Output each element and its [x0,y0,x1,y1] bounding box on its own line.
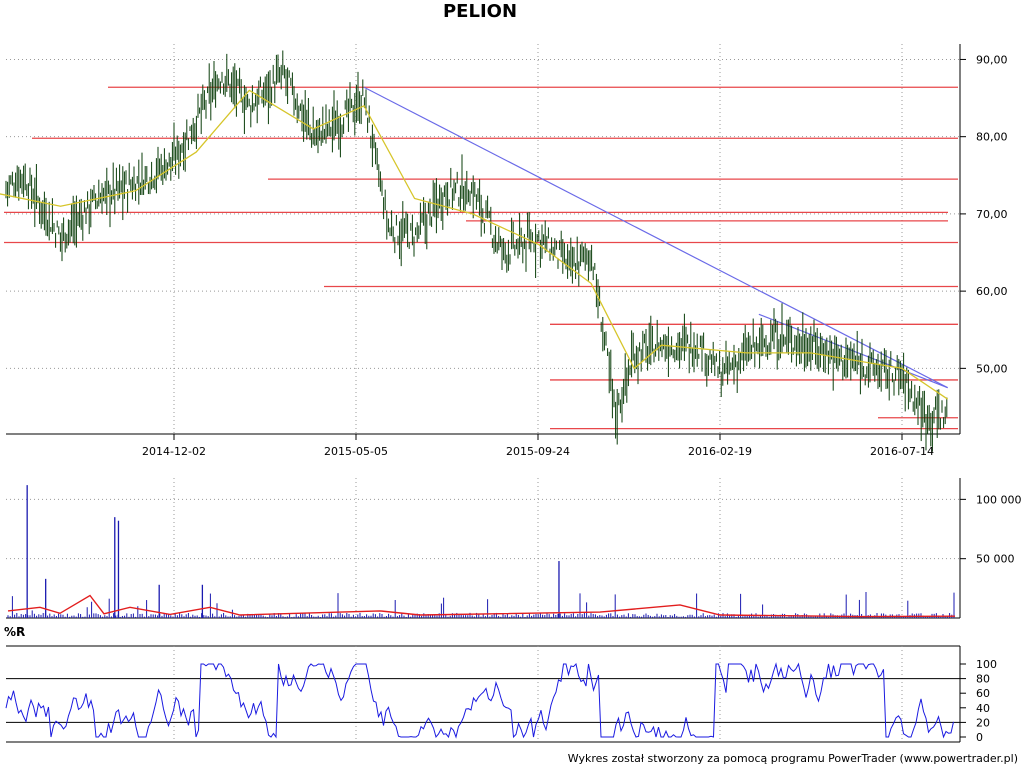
price-axis-ticks: 90,00 80,00 70,00 60,00 50,00 [960,53,1008,375]
indicator-grid [6,646,960,742]
price-tick-label: 90,00 [976,53,1008,66]
date-tick-label: 2016-07-14 [870,445,934,458]
price-grid [6,44,960,434]
williams-r-polyline [5,662,954,739]
volume-bars [7,485,955,618]
volume-average-line [7,594,956,618]
volume-axis-ticks: 100 000 50 000 [960,493,1022,566]
date-tick-label: 2014-12-02 [142,445,206,458]
price-tick-label: 80,00 [976,131,1008,144]
date-tick-label: 2016-02-19 [688,445,752,458]
indicator-tick-label: 40 [976,702,990,715]
price-tick-label: 50,00 [976,362,1008,375]
trendline [363,86,948,389]
price-tick-label: 70,00 [976,208,1008,221]
volume-tick-label: 100 000 [976,493,1022,506]
indicator-tick-label: 60 [976,687,990,700]
volume-average [7,594,956,618]
volume-tick-label: 50 000 [976,553,1015,566]
date-tick-label: 2015-09-24 [506,445,570,458]
trendlines [363,86,948,389]
indicator-label: %R [4,625,25,639]
indicator-tick-label: 0 [976,731,983,744]
williams-r-line [5,662,954,739]
support-resistance-levels [4,86,958,430]
indicator-tick-label: 80 [976,673,990,686]
footer-credit: Wykres został stworzony za pomocą progra… [567,752,1018,765]
moving-average [0,89,949,400]
indicator-tick-label: 20 [976,716,990,729]
volume-grid [6,478,960,618]
moving-average-line [0,89,949,400]
chart-title: PELION [442,1,518,22]
price-bars [5,50,948,452]
indicator-tick-label: 100 [976,658,997,671]
price-tick-label: 60,00 [976,285,1008,298]
date-axis-ticks: 2014-12-02 2015-05-05 2015-09-24 2016-02-19… [142,434,934,458]
date-tick-label: 2015-05-05 [324,445,388,458]
